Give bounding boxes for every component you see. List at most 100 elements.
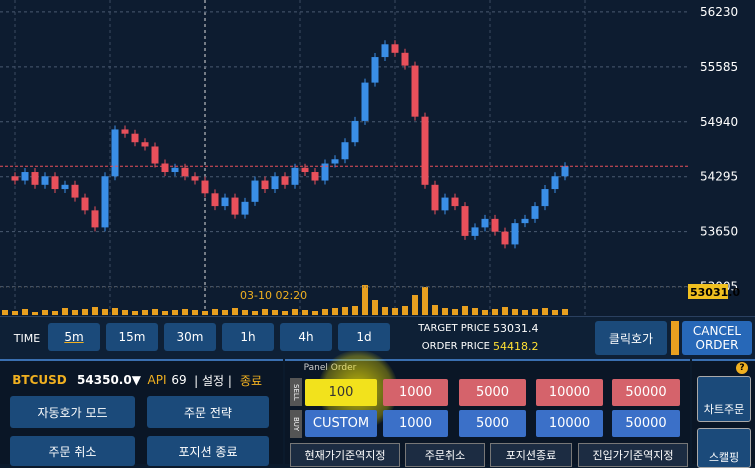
candle — [321, 163, 329, 181]
bottom-button[interactable]: 진입가기준역지정 — [578, 443, 688, 467]
buy-button[interactable]: 1000 — [383, 410, 448, 437]
volume-bar — [432, 305, 438, 315]
candle — [261, 180, 269, 190]
volume-bar — [202, 311, 208, 315]
candle — [431, 184, 439, 211]
candle — [241, 201, 249, 215]
candle — [451, 197, 459, 207]
interval-button[interactable]: 5m — [48, 323, 100, 351]
auto-mode-button[interactable]: 자동호가 모드 — [10, 396, 135, 428]
cancel-text: ORDER — [695, 338, 739, 352]
volume-bar — [172, 310, 178, 315]
sell-label: SELL — [290, 378, 302, 406]
candle — [161, 163, 169, 173]
volume-bar — [132, 311, 138, 315]
api-value: 69 — [171, 373, 187, 387]
time-label: TIME — [13, 331, 41, 345]
volume-bar — [302, 310, 308, 315]
bottom-button[interactable]: 포지션종료 — [490, 443, 572, 467]
price-tick-label: 53650 — [700, 225, 738, 239]
candle — [411, 65, 419, 117]
candle — [11, 176, 19, 181]
order-label: ORDER PRICE — [421, 340, 490, 352]
candle — [81, 197, 89, 211]
volume-bar — [222, 310, 228, 315]
volume-bar — [562, 309, 568, 315]
candle — [491, 218, 499, 232]
buy-button[interactable]: 50000 — [612, 410, 680, 437]
cancel-button[interactable]: 주문 취소 — [10, 436, 135, 466]
sell-button[interactable]: 50000 — [612, 379, 680, 406]
volume-bar — [112, 308, 118, 315]
volume-bar — [262, 309, 268, 315]
candle — [71, 184, 79, 198]
buy-button[interactable]: 5000 — [459, 410, 526, 437]
candle — [141, 142, 149, 147]
chart-order-button[interactable]: 차트주문 — [697, 376, 751, 422]
volume-bar — [272, 310, 278, 315]
candle — [391, 44, 399, 53]
candle — [361, 82, 369, 121]
volume-bar — [332, 308, 338, 315]
scalping-button[interactable]: 스캘핑 — [697, 428, 751, 468]
volume-bar — [192, 310, 198, 315]
sell-button[interactable]: 100 — [305, 379, 377, 406]
accent — [671, 321, 679, 355]
volume-bar — [82, 309, 88, 315]
volume-bar — [422, 287, 428, 315]
candle — [171, 167, 179, 173]
click-order-button[interactable]: 클릭호가 — [595, 321, 667, 355]
target-label: TARGET PRICE — [418, 322, 490, 334]
interval-button[interactable]: 1d — [338, 323, 390, 351]
sell-button[interactable]: 10000 — [536, 379, 603, 406]
volume-bar — [252, 311, 258, 315]
candle — [371, 57, 379, 83]
target-label: 53031.0 — [690, 286, 740, 299]
volume-bar — [382, 307, 388, 315]
price-tick-label: 54295 — [700, 170, 738, 184]
bottom-button[interactable]: 현재가기준역지정 — [290, 443, 400, 467]
volume-bar — [442, 308, 448, 315]
candle — [501, 231, 509, 245]
candle — [41, 176, 49, 185]
candle — [481, 218, 489, 228]
chart-bg — [0, 0, 755, 316]
candle — [341, 142, 349, 160]
close-position-button[interactable]: 포지션 종료 — [147, 436, 269, 466]
volume-bar — [22, 309, 28, 315]
bottom-button[interactable]: 주문취소 — [405, 443, 485, 467]
interval-button[interactable]: 30m — [164, 323, 216, 351]
volume-bar — [52, 311, 58, 315]
interval-button[interactable]: 1h — [222, 323, 274, 351]
candle — [271, 176, 279, 190]
sell-button[interactable]: 1000 — [383, 379, 448, 406]
settings-link[interactable]: | 설정 | — [194, 373, 232, 388]
buy-button[interactable]: CUSTOM — [305, 410, 377, 437]
buy-button[interactable]: 10000 — [536, 410, 603, 437]
volume-bar — [72, 310, 78, 315]
help-icon[interactable]: ? — [736, 362, 748, 374]
interval-button[interactable]: 15m — [106, 323, 158, 351]
exit-link[interactable]: 종료 — [239, 373, 263, 388]
target-price: 53031.4 — [493, 321, 539, 335]
interval-button[interactable]: 4h — [280, 323, 332, 351]
volume-bar — [242, 310, 248, 315]
volume-bar — [462, 306, 468, 315]
candle — [351, 120, 359, 143]
strategy-button[interactable]: 주문 전략 — [147, 396, 269, 428]
sell-button[interactable]: 5000 — [459, 379, 526, 406]
candle — [201, 180, 209, 194]
candle — [381, 44, 389, 58]
candle — [301, 167, 309, 173]
price-tick-label: 55585 — [700, 60, 738, 74]
volume-bar — [292, 309, 298, 315]
volume-bar — [362, 285, 368, 315]
candle — [541, 189, 549, 207]
target-box — [688, 284, 728, 299]
cancel-order-button[interactable]: CANCEL ORDER — [682, 321, 752, 355]
volume-bar — [42, 310, 48, 315]
price-tick-label: 56230 — [700, 5, 738, 19]
volume-bar — [532, 309, 538, 315]
volume-bar — [232, 308, 238, 315]
volume-bar — [162, 311, 168, 315]
